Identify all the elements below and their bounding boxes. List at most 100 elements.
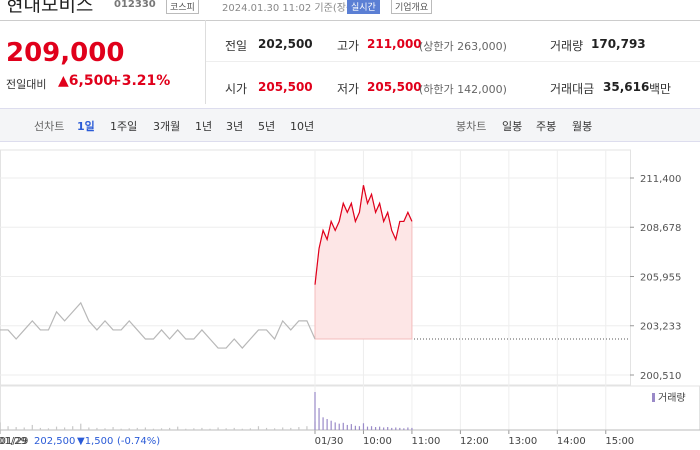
stat-note: (하한가 142,000) — [419, 83, 507, 96]
period-tab[interactable]: 10년 — [290, 120, 315, 133]
volume-bar — [193, 428, 195, 430]
current-price: 209,000 — [6, 38, 125, 68]
volume-bar — [185, 428, 187, 430]
volume-bar — [128, 428, 130, 430]
realtime-badge[interactable]: 실시간 — [347, 0, 380, 14]
y-tick-label: 200,510 — [640, 371, 681, 382]
x-tick-label: 12:00 — [460, 436, 489, 447]
company-button[interactable]: 기업개요 — [391, 0, 433, 14]
period-tab[interactable]: 1주일 — [110, 120, 138, 133]
stat-label: 고가 — [337, 39, 360, 53]
volume-bar — [379, 426, 381, 430]
candle-tab[interactable]: 월봉 — [572, 120, 593, 133]
timestamp: 2024.01.30 11:02 기준(장중) — [222, 3, 360, 14]
volume-bar — [306, 426, 308, 430]
y-tick-label: 205,955 — [640, 273, 681, 284]
price-area — [314, 185, 413, 340]
volume-bar — [403, 428, 405, 430]
stock-code: 012330 — [114, 0, 156, 10]
volume-bar — [334, 422, 336, 430]
info-rate: (-0.74%) — [117, 436, 160, 447]
stat-value: 202,500 — [258, 37, 313, 51]
volume-bar — [407, 427, 409, 430]
volume-legend-swatch — [652, 393, 655, 402]
volume-bar — [249, 428, 251, 430]
volume-bar — [177, 426, 179, 430]
x-tick-label: 01/30 — [315, 436, 344, 447]
volume-bar — [39, 427, 41, 430]
volume-bar — [217, 427, 219, 430]
candle-tab[interactable]: 주봉 — [536, 120, 557, 133]
stat-value: 211,000 — [367, 37, 422, 51]
volume-bar — [136, 427, 138, 430]
period-tab[interactable]: 1일 — [77, 120, 95, 133]
volume-bar — [282, 427, 284, 430]
x-tick-label: 11:00 — [412, 436, 441, 447]
stat-label: 거래대금 — [550, 82, 595, 96]
change: ▲6,500 — [58, 73, 114, 89]
stat-note: 백만 — [649, 82, 672, 96]
volume-bar — [395, 427, 397, 430]
volume-bar — [326, 419, 328, 430]
info-date: 01/29 — [0, 436, 27, 447]
volume-bar — [64, 427, 66, 430]
x-tick-label: 13:00 — [508, 436, 537, 447]
volume-bar — [391, 427, 393, 430]
change-rate: +3.21% — [110, 73, 171, 89]
volume-frame — [0, 385, 700, 431]
volume-bar — [366, 426, 369, 430]
volume-bar — [209, 428, 211, 430]
x-tick-label: 10:00 — [363, 436, 392, 447]
volume-bar — [47, 428, 50, 430]
volume-bar — [160, 428, 163, 430]
volume-bar — [241, 428, 243, 430]
volume-bar — [96, 427, 98, 430]
volume-bar — [399, 427, 401, 430]
volume-bar — [387, 427, 389, 430]
volume-bar — [265, 427, 268, 430]
volume-bar — [31, 424, 33, 430]
candle-tab[interactable]: 일봉 — [502, 120, 523, 133]
change-label: 전일대비 — [6, 78, 47, 91]
market-badge: 코스피 — [166, 0, 199, 14]
period-tab[interactable]: 1년 — [195, 120, 213, 133]
volume-bar — [112, 427, 114, 430]
divider — [206, 61, 700, 62]
volume-bar — [7, 426, 9, 430]
x-tick-label: 01/29 — [0, 436, 28, 447]
volume-bar — [358, 426, 361, 430]
stat-value: 35,616 — [603, 80, 650, 94]
y-tick-label: 203,233 — [640, 322, 681, 333]
volume-bar — [383, 427, 385, 430]
volume-bar — [411, 427, 413, 430]
volume-bar — [201, 427, 203, 430]
stat-label: 시가 — [225, 82, 248, 96]
stat-label: 전일 — [225, 39, 248, 53]
volume-bar — [350, 424, 352, 430]
volume-bar — [23, 427, 25, 430]
price-line — [314, 185, 413, 285]
stat-note: (상한가 263,000) — [419, 40, 507, 53]
volume-bar — [290, 427, 292, 430]
info-change: ▼1,500 — [77, 436, 113, 447]
volume-bar — [0, 422, 1, 430]
volume-bar — [370, 426, 373, 430]
x-tick-label: 14:00 — [557, 436, 586, 447]
volume-bar — [354, 425, 356, 430]
period-tab[interactable]: 3년 — [226, 120, 244, 133]
volume-bar — [374, 427, 377, 430]
stat-value: 170,793 — [591, 37, 646, 51]
volume-bar — [233, 427, 235, 430]
volume-bar — [55, 426, 58, 430]
y-tick-label: 208,678 — [640, 223, 681, 234]
volume-bar — [225, 428, 227, 430]
divider — [205, 20, 206, 104]
period-tab[interactable]: 3개월 — [153, 120, 181, 133]
tab-label: 선차트 — [34, 120, 65, 133]
period-tab[interactable]: 5년 — [258, 120, 276, 133]
volume-bar — [72, 426, 74, 430]
volume-bar — [362, 423, 365, 430]
tab-label: 봉차트 — [456, 120, 487, 133]
